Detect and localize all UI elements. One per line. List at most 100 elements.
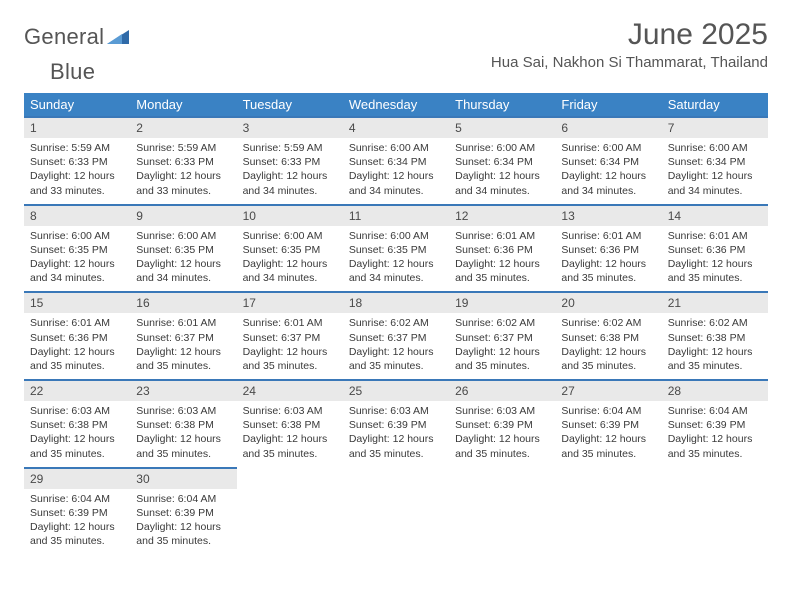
daylight-line: Daylight: 12 hours and 34 minutes. [243, 257, 337, 285]
sunset-line: Sunset: 6:38 PM [668, 331, 762, 345]
daylight-line: Daylight: 12 hours and 34 minutes. [561, 169, 655, 197]
day-data: Sunrise: 5:59 AMSunset: 6:33 PMDaylight:… [24, 138, 130, 204]
day-number: 29 [24, 467, 130, 489]
daylight-line: Daylight: 12 hours and 35 minutes. [668, 345, 762, 373]
sunset-line: Sunset: 6:39 PM [30, 506, 124, 520]
calendar-cell: 20Sunrise: 6:02 AMSunset: 6:38 PMDayligh… [555, 291, 661, 379]
sunrise-line: Sunrise: 6:02 AM [349, 316, 443, 330]
day-number: 8 [24, 204, 130, 226]
sunrise-line: Sunrise: 5:59 AM [136, 141, 230, 155]
daylight-line: Daylight: 12 hours and 34 minutes. [349, 257, 443, 285]
daylight-line: Daylight: 12 hours and 33 minutes. [30, 169, 124, 197]
day-data: Sunrise: 6:00 AMSunset: 6:34 PMDaylight:… [555, 138, 661, 204]
calendar-cell: 21Sunrise: 6:02 AMSunset: 6:38 PMDayligh… [662, 291, 768, 379]
sunset-line: Sunset: 6:33 PM [136, 155, 230, 169]
day-number: 14 [662, 204, 768, 226]
calendar-cell: 7Sunrise: 6:00 AMSunset: 6:34 PMDaylight… [662, 116, 768, 204]
day-data: Sunrise: 6:04 AMSunset: 6:39 PMDaylight:… [555, 401, 661, 467]
weekday-header: Monday [130, 93, 236, 116]
calendar-cell [343, 467, 449, 555]
day-number: 28 [662, 379, 768, 401]
day-data: Sunrise: 6:03 AMSunset: 6:38 PMDaylight:… [24, 401, 130, 467]
sunrise-line: Sunrise: 6:00 AM [30, 229, 124, 243]
daylight-line: Daylight: 12 hours and 34 minutes. [136, 257, 230, 285]
calendar-cell [555, 467, 661, 555]
calendar-cell: 4Sunrise: 6:00 AMSunset: 6:34 PMDaylight… [343, 116, 449, 204]
daylight-line: Daylight: 12 hours and 35 minutes. [136, 432, 230, 460]
sunrise-line: Sunrise: 6:02 AM [668, 316, 762, 330]
brand-word1: General [24, 24, 104, 50]
sunset-line: Sunset: 6:35 PM [30, 243, 124, 257]
day-data: Sunrise: 6:04 AMSunset: 6:39 PMDaylight:… [24, 489, 130, 555]
day-number: 12 [449, 204, 555, 226]
calendar-cell: 26Sunrise: 6:03 AMSunset: 6:39 PMDayligh… [449, 379, 555, 467]
daylight-line: Daylight: 12 hours and 34 minutes. [243, 169, 337, 197]
day-number: 23 [130, 379, 236, 401]
day-data: Sunrise: 5:59 AMSunset: 6:33 PMDaylight:… [130, 138, 236, 204]
sunrise-line: Sunrise: 6:00 AM [243, 229, 337, 243]
daylight-line: Daylight: 12 hours and 34 minutes. [668, 169, 762, 197]
calendar-cell [662, 467, 768, 555]
day-number: 17 [237, 291, 343, 313]
sunrise-line: Sunrise: 6:00 AM [561, 141, 655, 155]
sunrise-line: Sunrise: 6:04 AM [136, 492, 230, 506]
sunset-line: Sunset: 6:36 PM [455, 243, 549, 257]
day-number: 19 [449, 291, 555, 313]
calendar-cell: 15Sunrise: 6:01 AMSunset: 6:36 PMDayligh… [24, 291, 130, 379]
sunrise-line: Sunrise: 6:00 AM [349, 141, 443, 155]
day-data: Sunrise: 6:01 AMSunset: 6:36 PMDaylight:… [24, 313, 130, 379]
daylight-line: Daylight: 12 hours and 35 minutes. [561, 345, 655, 373]
daylight-line: Daylight: 12 hours and 35 minutes. [243, 432, 337, 460]
sunrise-line: Sunrise: 6:02 AM [455, 316, 549, 330]
sunset-line: Sunset: 6:39 PM [455, 418, 549, 432]
calendar-cell: 25Sunrise: 6:03 AMSunset: 6:39 PMDayligh… [343, 379, 449, 467]
brand-triangle-icon [107, 26, 129, 49]
sunrise-line: Sunrise: 6:01 AM [30, 316, 124, 330]
day-number: 26 [449, 379, 555, 401]
sunrise-line: Sunrise: 5:59 AM [243, 141, 337, 155]
daylight-line: Daylight: 12 hours and 35 minutes. [455, 432, 549, 460]
calendar-table: Sunday Monday Tuesday Wednesday Thursday… [24, 93, 768, 554]
sunset-line: Sunset: 6:39 PM [561, 418, 655, 432]
calendar-cell: 3Sunrise: 5:59 AMSunset: 6:33 PMDaylight… [237, 116, 343, 204]
sunset-line: Sunset: 6:36 PM [668, 243, 762, 257]
weekday-header: Thursday [449, 93, 555, 116]
day-data: Sunrise: 6:04 AMSunset: 6:39 PMDaylight:… [662, 401, 768, 467]
day-number: 3 [237, 116, 343, 138]
day-data: Sunrise: 6:00 AMSunset: 6:35 PMDaylight:… [237, 226, 343, 292]
sunrise-line: Sunrise: 6:01 AM [136, 316, 230, 330]
calendar-cell: 18Sunrise: 6:02 AMSunset: 6:37 PMDayligh… [343, 291, 449, 379]
calendar-cell [237, 467, 343, 555]
daylight-line: Daylight: 12 hours and 34 minutes. [349, 169, 443, 197]
day-data: Sunrise: 5:59 AMSunset: 6:33 PMDaylight:… [237, 138, 343, 204]
day-data: Sunrise: 6:02 AMSunset: 6:38 PMDaylight:… [555, 313, 661, 379]
calendar-cell: 19Sunrise: 6:02 AMSunset: 6:37 PMDayligh… [449, 291, 555, 379]
calendar-cell: 27Sunrise: 6:04 AMSunset: 6:39 PMDayligh… [555, 379, 661, 467]
weekday-header: Saturday [662, 93, 768, 116]
calendar-cell: 28Sunrise: 6:04 AMSunset: 6:39 PMDayligh… [662, 379, 768, 467]
daylight-line: Daylight: 12 hours and 35 minutes. [30, 520, 124, 548]
calendar-week-row: 29Sunrise: 6:04 AMSunset: 6:39 PMDayligh… [24, 467, 768, 555]
calendar-cell: 29Sunrise: 6:04 AMSunset: 6:39 PMDayligh… [24, 467, 130, 555]
day-number: 20 [555, 291, 661, 313]
calendar-week-row: 15Sunrise: 6:01 AMSunset: 6:36 PMDayligh… [24, 291, 768, 379]
weekday-header: Friday [555, 93, 661, 116]
sunset-line: Sunset: 6:37 PM [349, 331, 443, 345]
sunrise-line: Sunrise: 6:00 AM [455, 141, 549, 155]
sunset-line: Sunset: 6:37 PM [455, 331, 549, 345]
day-data: Sunrise: 6:03 AMSunset: 6:38 PMDaylight:… [130, 401, 236, 467]
calendar-cell: 1Sunrise: 5:59 AMSunset: 6:33 PMDaylight… [24, 116, 130, 204]
calendar-cell: 10Sunrise: 6:00 AMSunset: 6:35 PMDayligh… [237, 204, 343, 292]
calendar-cell: 22Sunrise: 6:03 AMSunset: 6:38 PMDayligh… [24, 379, 130, 467]
daylight-line: Daylight: 12 hours and 35 minutes. [30, 345, 124, 373]
sunrise-line: Sunrise: 6:03 AM [136, 404, 230, 418]
sunset-line: Sunset: 6:38 PM [30, 418, 124, 432]
day-data: Sunrise: 6:01 AMSunset: 6:37 PMDaylight:… [130, 313, 236, 379]
daylight-line: Daylight: 12 hours and 34 minutes. [455, 169, 549, 197]
day-data: Sunrise: 6:03 AMSunset: 6:39 PMDaylight:… [449, 401, 555, 467]
sunrise-line: Sunrise: 6:04 AM [30, 492, 124, 506]
daylight-line: Daylight: 12 hours and 35 minutes. [243, 345, 337, 373]
daylight-line: Daylight: 12 hours and 34 minutes. [30, 257, 124, 285]
sunrise-line: Sunrise: 6:01 AM [455, 229, 549, 243]
sunset-line: Sunset: 6:33 PM [30, 155, 124, 169]
